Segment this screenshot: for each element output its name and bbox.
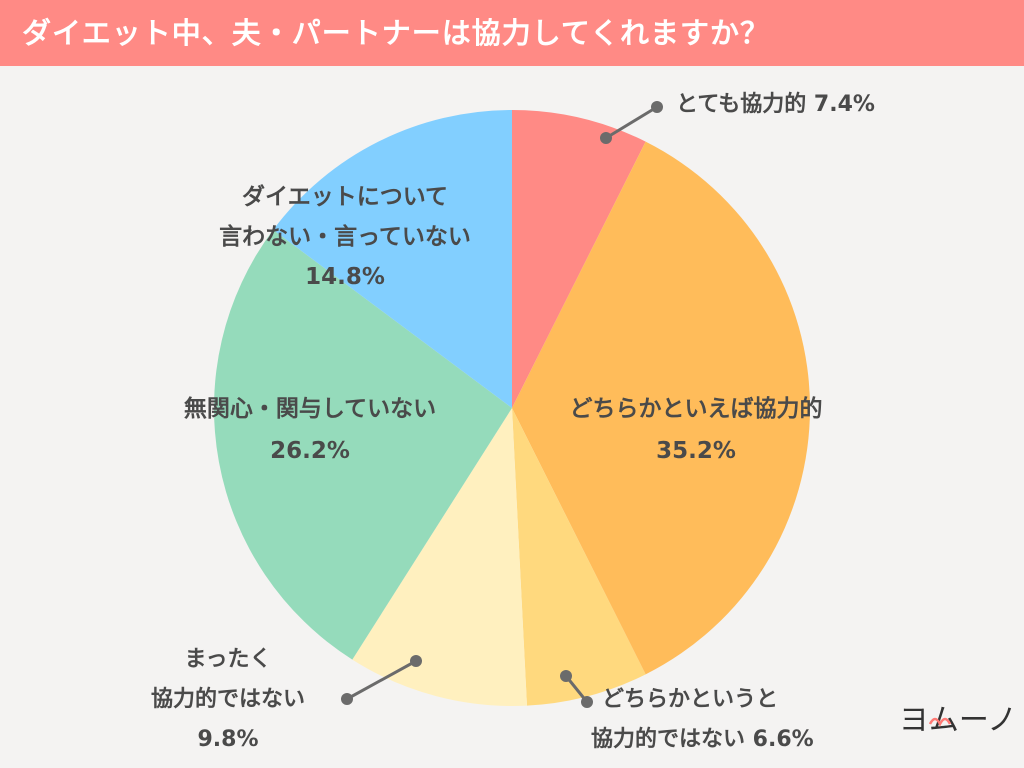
leader-lines	[341, 101, 663, 708]
pie-slices	[213, 110, 811, 706]
leader-dot-0-0	[600, 132, 612, 144]
slice-label-3b: 協力的ではない	[151, 686, 305, 712]
leader-line-0	[605, 105, 658, 140]
slice-label-2b: 協力的ではない 6.6%	[591, 726, 814, 752]
brand-logo: ヨムーノ	[899, 703, 1017, 738]
leader-line-2	[346, 659, 417, 701]
logo-heart-icon	[928, 717, 952, 727]
title-bar: ダイエット中、夫・パートナーは協力してくれますか？	[0, 0, 1024, 66]
leader-dot-1-1	[581, 696, 593, 708]
pie-slice-1	[512, 141, 811, 675]
leader-dot-2-1	[341, 693, 353, 705]
pie-slice-0	[512, 110, 646, 408]
slice-label-5b: 言わない・言っていない	[219, 223, 471, 250]
slice-label-3a: まったく	[184, 647, 271, 672]
leader-dot-1-0	[560, 670, 572, 682]
pie-slice-2	[512, 408, 646, 706]
pie-slice-5	[273, 110, 512, 408]
slice-label-2a: どちらかというと	[602, 687, 778, 712]
slice-label-0: とても協力的 7.4%	[676, 91, 875, 117]
slice-value-5: 14.8%	[305, 264, 385, 290]
pie-slice-4	[213, 229, 512, 660]
chart-title: ダイエット中、夫・パートナーは協力してくれますか？	[22, 16, 770, 50]
slice-label-1: どちらかといえば協力的	[570, 395, 823, 422]
slice-label-5a: ダイエットについて	[242, 183, 448, 210]
pie-slice-3	[352, 408, 527, 706]
leader-dot-2-0	[410, 655, 422, 667]
slice-value-4: 26.2%	[270, 438, 350, 464]
slice-label-4: 無関心・関与していない	[184, 396, 436, 422]
leader-dot-0-1	[651, 101, 663, 113]
slice-value-1: 35.2%	[656, 438, 736, 464]
slice-value-3: 9.8%	[197, 727, 258, 752]
